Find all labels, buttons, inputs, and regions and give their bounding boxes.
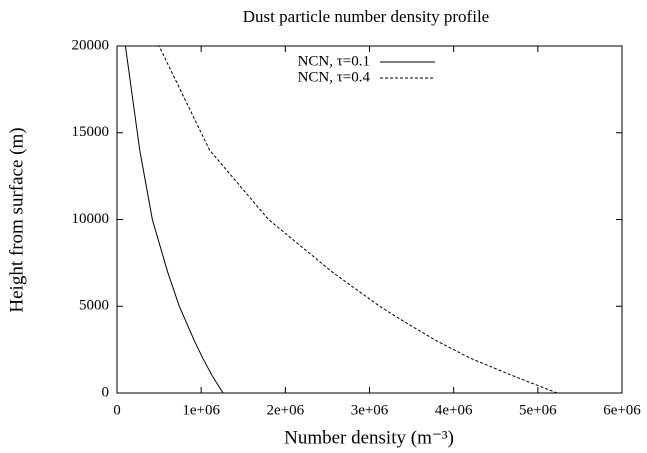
legend-label: NCN, τ=0.1 [298,53,370,69]
x-tick-label: 6e+06 [603,402,641,418]
legend-label: NCN, τ=0.4 [298,69,371,85]
x-tick-label: 1e+06 [182,402,220,418]
x-tick-label: 0 [113,402,121,418]
x-tick-label: 4e+06 [435,402,473,418]
y-tick-label: 0 [102,384,110,400]
x-axis-label: Number density (m⁻³) [284,427,454,448]
series-line [158,45,558,394]
x-tick-label: 5e+06 [519,402,557,418]
x-tick-label: 3e+06 [351,402,389,418]
plot-frame [116,45,623,394]
y-tick-label: 10000 [72,211,110,227]
y-tick-label: 5000 [79,298,109,314]
series-line [124,45,224,394]
y-tick-label: 15000 [72,124,110,140]
chart-title: Dust particle number density profile [243,7,489,26]
y-tick-label: 20000 [72,37,110,53]
x-tick-label: 2e+06 [267,402,305,418]
y-axis-label: Height from surface (m) [6,127,27,312]
